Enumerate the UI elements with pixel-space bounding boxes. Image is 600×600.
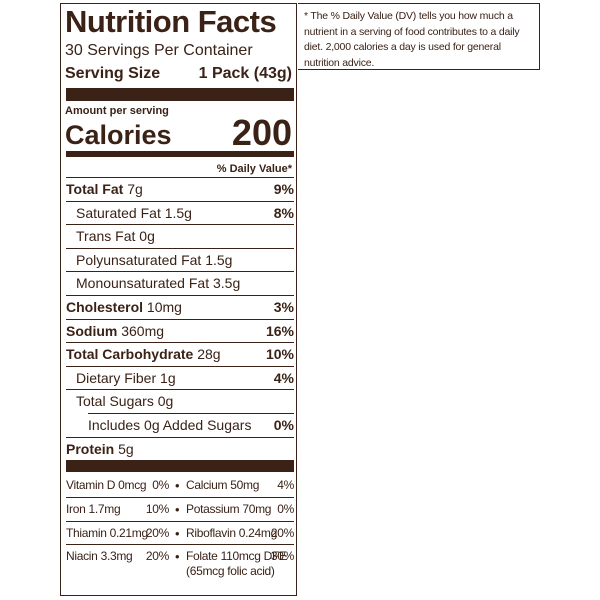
nutrient-amount: 1g <box>160 369 176 386</box>
nutrient-row: Dietary Fiber 1g 4% <box>66 365 294 390</box>
nutrient-text: Includes 0g Added Sugars <box>88 414 251 437</box>
thick-rule <box>66 460 294 472</box>
serving-size-label: Serving Size <box>65 65 161 82</box>
vitamin-row: Vitamin D 0mcg 0% Calcium 50mg 4% • <box>66 474 294 497</box>
bullet: • <box>175 502 180 518</box>
nutrient-row: Monounsaturated Fat 3.5g <box>66 271 294 295</box>
nutrient-amount: 360mg <box>121 322 165 339</box>
nutrient-row: Polyunsaturated Fat 1.5g <box>66 247 294 272</box>
vitamin-name: Niacin 3.3mg <box>66 548 133 563</box>
nutrient-amount: 1.5g <box>205 251 233 268</box>
calories-label: Calories <box>65 120 172 150</box>
vitamin-name: Calcium 50mg <box>186 478 260 492</box>
vitamin-row: Niacin 3.3mg 20% Folate 110mcg DFE 30% (65mc… <box>66 543 294 585</box>
servings: 30 Servings Per Container <box>65 42 253 59</box>
nutrient-row: Total Fat 7g 9% <box>66 177 294 201</box>
nutrition-panel: Nutrition Facts 30 Servings Per Containe… <box>60 3 297 596</box>
nutrient-name: Monounsaturated Fat <box>76 275 210 292</box>
nutrient-name: Saturated Fat <box>76 204 161 221</box>
nutrient-amount: 3.5g <box>212 275 241 292</box>
nutrient-text: Total Sugars 0g <box>76 390 173 413</box>
serving-size-value: 1 Pack (43g) <box>198 65 292 82</box>
vitamin-dv: 4% <box>277 478 294 492</box>
nutrient-row: Protein 5g <box>66 436 294 461</box>
vitamin-name: Riboflavin 0.24mg <box>186 525 277 540</box>
thick-rule <box>66 88 294 101</box>
nutrient-text: Trans Fat 0g <box>76 225 155 248</box>
footnote: * The % Daily Value (DV) tells you how m… <box>298 3 540 70</box>
vitamin-name: Potassium 70mg <box>186 502 272 517</box>
nutrient-dv: 3% <box>273 299 294 315</box>
nutrient-row: Cholesterol 10mg 3% <box>66 295 294 319</box>
nutrient-name: Dietary Fiber <box>76 369 157 386</box>
vitamin-dv: 20% <box>145 548 169 563</box>
nutrient-row: Total Carbohydrate 28g 10% <box>66 342 294 366</box>
vitamin-note: (65mcg folic acid) <box>186 563 275 578</box>
vitamin-dv: 20% <box>145 525 169 540</box>
dv-header: % Daily Value* <box>216 163 292 175</box>
nutrient-name: Polyunsaturated Fat <box>76 251 202 268</box>
vitamin-dv: 10% <box>145 502 169 517</box>
vitamin-dv: 20% <box>270 525 294 540</box>
nutrient-amount: 10mg <box>146 299 182 315</box>
nutrient-row: Saturated Fat 1.5g 8% <box>66 200 294 225</box>
nutrient-text: Total Fat 7g <box>66 178 143 201</box>
nutrient-name: Includes 0g Added Sugars <box>88 417 252 433</box>
nutrient-name: Protein <box>66 440 115 457</box>
medium-rule <box>66 151 294 157</box>
nutrient-text: Total Carbohydrate 28g <box>66 343 221 366</box>
nutrient-row: Total Sugars 0g <box>66 389 294 413</box>
nutrient-name: Total Sugars <box>76 393 154 410</box>
nutrient-dv: 9% <box>273 181 294 197</box>
amount-per-serving: Amount per serving <box>65 105 169 117</box>
nutrient-text: Protein 5g <box>66 438 134 461</box>
nutrient-text: Saturated Fat 1.5g <box>76 202 192 225</box>
vitamin-row: Iron 1.7mg 10% Potassium 70mg 0% • <box>66 497 294 521</box>
vitamin-dv: 0% <box>277 502 294 517</box>
nutrient-amount: 28g <box>197 346 221 363</box>
nutrient-amount: 1.5g <box>164 204 192 221</box>
vitamin-row: Thiamin 0.21mg 20% Riboflavin 0.24mg 20% • <box>66 520 294 545</box>
bullet: • <box>175 525 180 541</box>
vitamin-name: Vitamin D 0mcg <box>66 478 147 492</box>
nutrient-name: Cholesterol <box>66 299 144 315</box>
bullet: • <box>175 548 180 564</box>
nutrient-name: Sodium <box>66 322 118 339</box>
nutrient-amount: 0g <box>139 228 155 245</box>
nutrient-text: Monounsaturated Fat 3.5g <box>76 272 240 295</box>
title: Nutrition Facts <box>65 4 277 39</box>
nutrient-name: Trans Fat <box>76 228 136 245</box>
nutrient-text: Dietary Fiber 1g <box>76 367 176 390</box>
nutrient-row: Trans Fat 0g <box>66 224 294 248</box>
nutrient-dv: 10% <box>265 346 294 363</box>
vitamin-dv: 30% <box>270 548 294 563</box>
nutrient-name: Total Fat <box>66 181 124 197</box>
nutrient-name: Total Carbohydrate <box>66 346 194 363</box>
calories-value: 200 <box>231 112 292 153</box>
nutrient-text: Polyunsaturated Fat 1.5g <box>76 249 232 272</box>
vitamin-name: Thiamin 0.21mg <box>66 525 148 540</box>
nutrient-dv: 4% <box>273 369 294 386</box>
bullet: • <box>175 478 180 493</box>
nutrient-dv: 8% <box>273 204 294 221</box>
nutrient-amount: 7g <box>127 181 143 197</box>
nutrient-row: Sodium 360mg 16% <box>66 318 294 343</box>
nutrient-amount: 0g <box>157 393 174 410</box>
nutrient-row: Includes 0g Added Sugars 0% <box>88 413 294 437</box>
vitamin-dv: 0% <box>152 478 169 492</box>
vitamin-name: Folate 110mcg DFE <box>186 548 287 563</box>
nutrient-amount: 5g <box>118 440 134 457</box>
nutrient-text: Cholesterol 10mg <box>66 296 182 319</box>
nutrient-dv: 0% <box>273 417 294 433</box>
nutrient-text: Sodium 360mg <box>66 320 164 343</box>
vitamin-name: Iron 1.7mg <box>66 502 121 517</box>
nutrient-dv: 16% <box>265 322 294 339</box>
